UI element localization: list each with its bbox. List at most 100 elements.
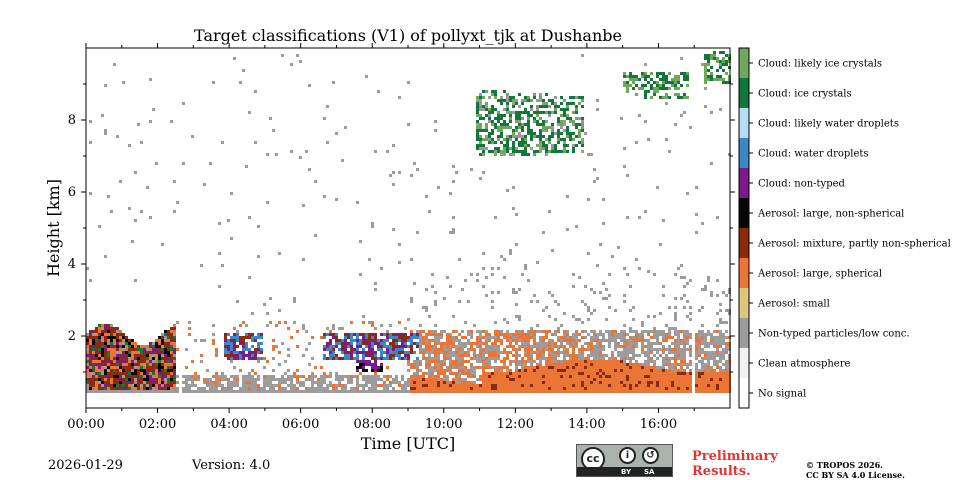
class-cell xyxy=(260,357,263,360)
class-cell xyxy=(122,369,125,372)
class-cell xyxy=(371,366,374,369)
class-cell xyxy=(626,351,629,354)
class-cell xyxy=(245,390,248,393)
class-cell xyxy=(98,366,101,369)
class-cell xyxy=(488,363,491,366)
class-cell xyxy=(368,342,371,345)
class-cell xyxy=(86,387,89,390)
class-cell xyxy=(689,306,692,309)
class-cell xyxy=(464,372,467,375)
class-cell xyxy=(701,333,704,336)
class-cell xyxy=(128,339,131,342)
class-cell xyxy=(122,333,125,336)
class-cell xyxy=(509,351,512,354)
class-cell xyxy=(332,390,335,393)
class-cell xyxy=(359,342,362,345)
class-cell xyxy=(623,381,626,384)
class-cell xyxy=(677,375,680,378)
cc-license-badge: cc i ↺ BY SA xyxy=(576,444,673,477)
class-cell xyxy=(683,354,686,357)
class-cell xyxy=(428,210,431,213)
class-cell xyxy=(704,105,707,108)
class-cell xyxy=(341,339,344,342)
class-cell xyxy=(254,90,257,93)
class-cell xyxy=(626,345,629,348)
legend-label: Cloud: ice crystals xyxy=(758,89,852,100)
class-cell xyxy=(704,378,707,381)
class-cell xyxy=(374,384,377,387)
class-cell xyxy=(635,378,638,381)
class-cell xyxy=(131,351,134,354)
class-cell xyxy=(278,252,281,255)
class-cell xyxy=(509,153,512,156)
class-cell xyxy=(107,348,110,351)
class-cell xyxy=(437,390,440,393)
class-cell xyxy=(500,129,503,132)
class-cell xyxy=(362,366,365,369)
class-cell xyxy=(140,390,143,393)
class-cell xyxy=(662,75,665,78)
class-cell xyxy=(593,309,596,312)
class-cell xyxy=(86,342,89,345)
class-cell xyxy=(470,348,473,351)
class-cell xyxy=(452,180,455,183)
class-cell xyxy=(113,63,116,66)
class-cell xyxy=(272,345,275,348)
class-cell xyxy=(113,357,116,360)
class-cell xyxy=(653,81,656,84)
class-cell xyxy=(116,342,119,345)
class-cell xyxy=(320,384,323,387)
class-cell xyxy=(428,351,431,354)
class-cell xyxy=(122,342,125,345)
class-cell xyxy=(479,387,482,390)
class-cell xyxy=(296,390,299,393)
class-cell xyxy=(257,345,260,348)
class-cell xyxy=(110,369,113,372)
class-cell xyxy=(242,339,245,342)
class-cell xyxy=(320,381,323,384)
class-cell xyxy=(548,138,551,141)
class-cell xyxy=(497,378,500,381)
class-cell xyxy=(410,378,413,381)
class-cell xyxy=(497,135,500,138)
class-cell xyxy=(686,381,689,384)
class-cell xyxy=(671,387,674,390)
class-cell xyxy=(590,354,593,357)
class-cell xyxy=(494,369,497,372)
class-cell xyxy=(563,141,566,144)
class-cell xyxy=(452,336,455,339)
class-cell xyxy=(200,387,203,390)
class-cell xyxy=(482,129,485,132)
class-cell xyxy=(161,369,164,372)
class-cell xyxy=(587,384,590,387)
class-cell xyxy=(557,381,560,384)
class-cell xyxy=(272,375,275,378)
class-cell xyxy=(653,330,656,333)
class-cell xyxy=(269,321,272,324)
class-cell xyxy=(629,84,632,87)
class-cell xyxy=(425,309,428,312)
class-cell xyxy=(227,351,230,354)
class-cell xyxy=(86,348,89,351)
class-cell xyxy=(110,387,113,390)
class-cell xyxy=(488,132,491,135)
class-cell xyxy=(677,354,680,357)
class-cell xyxy=(617,390,620,393)
class-cell xyxy=(635,258,638,261)
class-cell xyxy=(110,357,113,360)
class-cell xyxy=(551,375,554,378)
class-cell xyxy=(128,207,131,210)
class-cell xyxy=(512,360,515,363)
class-cell xyxy=(629,357,632,360)
class-cell xyxy=(167,333,170,336)
class-cell xyxy=(497,330,500,333)
class-cell xyxy=(383,345,386,348)
class-cell xyxy=(650,87,653,90)
class-cell xyxy=(311,390,314,393)
class-cell xyxy=(614,390,617,393)
class-cell xyxy=(257,342,260,345)
class-cell xyxy=(533,339,536,342)
class-cell xyxy=(512,387,515,390)
class-cell xyxy=(98,369,101,372)
class-cell xyxy=(719,381,722,384)
